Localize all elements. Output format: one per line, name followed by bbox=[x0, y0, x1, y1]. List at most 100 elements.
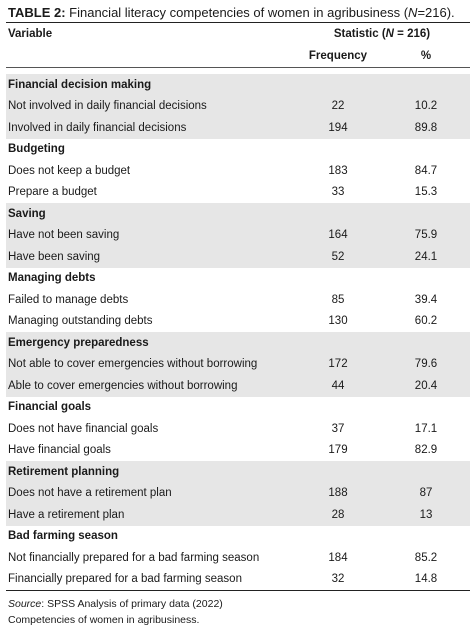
top-rule bbox=[6, 22, 470, 23]
group-header-row: Financial goals bbox=[6, 397, 470, 419]
group-header-row: Retirement planning bbox=[6, 461, 470, 483]
row-label: Not involved in daily financial decision… bbox=[6, 95, 294, 117]
table-footer: Source: SPSS Analysis of primary data (2… bbox=[6, 591, 470, 628]
table-caption-n-value: =216). bbox=[417, 5, 455, 20]
row-frequency: 32 bbox=[294, 568, 382, 591]
row-frequency: 28 bbox=[294, 504, 382, 526]
table-row: Have not been saving 164 75.9 bbox=[6, 224, 470, 246]
table-body: Variable Statistic (N = 216) Frequency %… bbox=[6, 23, 470, 591]
table-row: Able to cover emergencies without borrow… bbox=[6, 375, 470, 397]
source-line: Source: SPSS Analysis of primary data (2… bbox=[8, 596, 470, 612]
table-row: Does not have financial goals 37 17.1 bbox=[6, 418, 470, 440]
table-figure: TABLE 2: Financial literacy competencies… bbox=[6, 4, 470, 628]
group-title: Retirement planning bbox=[6, 461, 470, 483]
header-frequency: Frequency bbox=[294, 45, 382, 68]
group-header-row: Managing debts bbox=[6, 268, 470, 290]
row-percent: 87 bbox=[382, 482, 470, 504]
row-label: Does not have financial goals bbox=[8, 422, 159, 435]
table-row: Not able to cover emergencies without bo… bbox=[6, 353, 470, 375]
row-frequency: 33 bbox=[331, 186, 345, 199]
table-row: Does not have a retirement plan 188 87 bbox=[6, 482, 470, 504]
row-frequency: 188 bbox=[294, 482, 382, 504]
row-frequency: 130 bbox=[328, 315, 348, 328]
row-label: Managing outstanding debts bbox=[8, 315, 153, 328]
header-blank bbox=[6, 45, 294, 68]
row-label: Have financial goals bbox=[8, 444, 111, 457]
row-frequency: 179 bbox=[328, 444, 348, 457]
row-frequency: 183 bbox=[328, 164, 348, 177]
header-variable: Variable bbox=[8, 28, 53, 40]
row-percent: 15.3 bbox=[414, 186, 438, 199]
group-header-row: Bad farming season bbox=[6, 526, 470, 548]
row-label: Involved in daily financial decisions bbox=[6, 117, 294, 139]
header-statistic-suffix: = 216) bbox=[393, 28, 431, 40]
header-statistic-var: N bbox=[385, 28, 394, 40]
row-label: Does not have a retirement plan bbox=[6, 482, 294, 504]
row-frequency: 172 bbox=[294, 353, 382, 375]
table-row: Prepare a budget 33 15.3 bbox=[6, 182, 470, 204]
row-label: Failed to manage debts bbox=[8, 293, 129, 306]
row-label: Have a retirement plan bbox=[6, 504, 294, 526]
table-caption-n-var: N bbox=[408, 5, 418, 20]
table-caption: TABLE 2: Financial literacy competencies… bbox=[6, 4, 470, 22]
row-label: Not financially prepared for a bad farmi… bbox=[8, 551, 260, 564]
table-row: Failed to manage debts 85 39.4 bbox=[6, 289, 470, 311]
row-label: Prepare a budget bbox=[8, 186, 97, 199]
row-percent: 85.2 bbox=[414, 551, 438, 564]
header-statistic-prefix: Statistic ( bbox=[333, 28, 386, 40]
header-percent: % bbox=[382, 45, 470, 68]
row-percent: 75.9 bbox=[382, 224, 470, 246]
row-frequency: 22 bbox=[294, 95, 382, 117]
row-label: Does not keep a budget bbox=[8, 164, 131, 177]
row-frequency: 37 bbox=[331, 422, 345, 435]
row-percent: 17.1 bbox=[414, 422, 438, 435]
table-row: Financially prepared for a bad farming s… bbox=[6, 568, 470, 591]
table-row: Involved in daily financial decisions 194… bbox=[6, 117, 470, 139]
footer-note: Competencies of women in agribusiness. bbox=[8, 614, 200, 626]
row-frequency: 194 bbox=[294, 117, 382, 139]
group-title: Financial goals bbox=[8, 401, 92, 414]
table-caption-label: TABLE 2: bbox=[8, 5, 66, 20]
group-header-row: Emergency preparedness bbox=[6, 332, 470, 354]
row-label: Have not been saving bbox=[6, 224, 294, 246]
table-row: Not financially prepared for a bad farmi… bbox=[6, 547, 470, 569]
table-row: Have been saving 52 24.1 bbox=[6, 246, 470, 268]
row-label: Have been saving bbox=[6, 246, 294, 268]
group-title: Saving bbox=[6, 203, 470, 225]
group-header-row: Financial decision making bbox=[6, 74, 470, 96]
row-percent: 89.8 bbox=[382, 117, 470, 139]
table-row: Have a retirement plan 28 13 bbox=[6, 504, 470, 526]
row-frequency: 164 bbox=[294, 224, 382, 246]
row-percent: 14.8 bbox=[382, 568, 470, 591]
row-frequency: 52 bbox=[294, 246, 382, 268]
row-frequency: 44 bbox=[294, 375, 382, 397]
row-frequency: 184 bbox=[328, 551, 348, 564]
row-label: Able to cover emergencies without borrow… bbox=[6, 375, 294, 397]
row-percent: 24.1 bbox=[382, 246, 470, 268]
table-caption-text: Financial literacy competencies of women… bbox=[65, 5, 409, 20]
row-percent: 84.7 bbox=[414, 164, 438, 177]
group-title: Budgeting bbox=[8, 143, 65, 156]
row-percent: 13 bbox=[382, 504, 470, 526]
table-row: Managing outstanding debts 130 60.2 bbox=[6, 311, 470, 333]
row-percent: 39.4 bbox=[414, 293, 438, 306]
group-header-row: Budgeting bbox=[6, 139, 470, 161]
group-title: Managing debts bbox=[8, 272, 96, 285]
group-title: Emergency preparedness bbox=[6, 332, 470, 354]
source-text: : SPSS Analysis of primary data (2022) bbox=[41, 598, 223, 610]
table-row: Have financial goals 179 82.9 bbox=[6, 440, 470, 462]
table-row: Not involved in daily financial decision… bbox=[6, 95, 470, 117]
row-percent: 82.9 bbox=[414, 444, 438, 457]
competencies-table: Variable Statistic (N = 216) Frequency %… bbox=[6, 23, 470, 591]
group-title: Financial decision making bbox=[6, 74, 470, 96]
source-label: Source bbox=[8, 598, 42, 610]
header-row-1: Variable Statistic (N = 216) bbox=[6, 23, 470, 45]
row-percent: 79.6 bbox=[382, 353, 470, 375]
row-label: Not able to cover emergencies without bo… bbox=[6, 353, 294, 375]
row-frequency: 85 bbox=[331, 293, 345, 306]
row-percent: 10.2 bbox=[382, 95, 470, 117]
row-label: Financially prepared for a bad farming s… bbox=[6, 568, 294, 591]
row-percent: 60.2 bbox=[414, 315, 438, 328]
group-header-row: Saving bbox=[6, 203, 470, 225]
group-title: Bad farming season bbox=[8, 530, 118, 543]
